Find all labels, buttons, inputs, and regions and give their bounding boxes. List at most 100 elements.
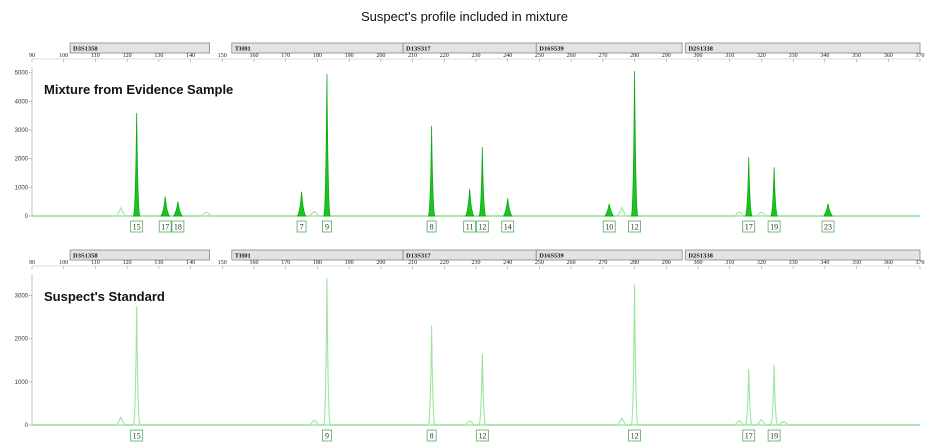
peak [132,112,141,217]
x-tick-label: 260 [567,53,576,59]
x-tick-label: 120 [123,260,132,266]
peak [323,74,331,217]
allele-label-box [628,220,641,233]
allele-label-box [463,220,477,233]
allele-label-box [767,220,781,233]
x-tick-label: 140 [186,53,195,59]
x-tick-label: 320 [757,260,766,266]
allele-label: 17 [161,223,169,232]
allele-label: 17 [745,432,753,441]
allele-label-box [158,220,172,233]
x-tick-label: 280 [630,53,639,59]
x-tick-label: 340 [820,53,829,59]
peak [604,203,615,217]
peak [616,205,628,217]
locus-label: D3S1358 [73,253,98,260]
x-tick-label: 240 [503,53,512,59]
x-tick-label: 220 [440,53,449,59]
locus-bar [69,42,211,54]
peak [744,368,753,426]
allele-label-box [130,220,144,233]
y-tick-label: 1000 [15,185,29,191]
peak [172,201,183,217]
x-tick-label: 250 [535,53,544,59]
allele-label-box [426,220,437,233]
allele-label-box [475,429,489,442]
locus-label: D3S1358 [73,46,98,53]
x-tick-label: 110 [91,53,100,59]
x-tick-label: 350 [852,260,861,266]
x-tick-label: 370 [916,260,925,266]
allele-label: 8 [430,223,434,232]
peak [756,419,767,426]
y-tick-label: 2000 [15,337,29,343]
peak [733,420,745,426]
peak [478,353,487,426]
peak [630,71,639,217]
allele-label-box [296,220,307,233]
peak [309,211,320,217]
allele-label: 9 [325,432,329,441]
y-tick-label: 3000 [15,294,29,300]
x-tick-label: 340 [820,260,829,266]
allele-label-box [501,220,515,233]
x-tick-label: 100 [59,53,68,59]
y-tick-label: 1000 [15,380,29,386]
allele-label-box [475,220,489,233]
peak [770,364,779,426]
allele-label-box [322,429,332,442]
allele-label: 15 [133,223,141,232]
x-tick-label: 140 [186,260,195,266]
x-tick-label: 180 [313,260,322,266]
allele-label-box [767,429,781,442]
locus-label: D13S317 [406,46,431,53]
x-tick-label: 270 [598,53,607,59]
x-tick-label: 230 [472,260,481,266]
locus-bar [69,249,211,261]
x-tick-label: 170 [281,260,290,266]
peak [160,196,171,217]
peak [201,211,212,217]
peak [464,188,475,217]
x-tick-label: 200 [376,53,385,59]
x-tick-label: 110 [91,260,100,266]
x-tick-label: 310 [725,53,734,59]
panel-title: Mixture from Evidence Sample [44,82,233,97]
allele-label: 23 [824,223,832,232]
peak [427,125,436,217]
allele-label-box [742,220,756,233]
x-tick-label: 270 [598,260,607,266]
x-tick-label: 210 [408,53,417,59]
allele-label: 15 [133,432,141,441]
allele-label-box [628,429,641,442]
locus-bar [535,249,683,261]
y-tick-label: 2000 [15,157,29,163]
x-tick-label: 240 [503,260,512,266]
x-tick-label: 130 [154,260,163,266]
x-tick-label: 130 [154,53,163,59]
peak [322,278,332,426]
locus-label: D2S1338 [688,46,713,53]
x-tick-label: 280 [630,260,639,266]
peak [478,147,487,217]
x-tick-label: 190 [345,260,354,266]
allele-label: 19 [770,432,778,441]
allele-label: 9 [325,223,329,232]
x-tick-label: 300 [694,53,703,59]
x-tick-label: 290 [662,260,671,266]
allele-label: 14 [504,223,512,232]
y-tick-label: 4000 [15,99,29,105]
x-tick-label: 160 [250,260,259,266]
panel-title: Suspect's Standard [44,289,165,304]
allele-label: 17 [745,223,753,232]
x-tick-label: 300 [694,260,703,266]
allele-label-box [821,220,835,233]
x-tick-label: 180 [313,53,322,59]
peak [630,284,639,426]
peak [132,306,141,426]
peak [464,420,475,426]
peak [823,203,833,217]
locus-bar [684,42,921,54]
